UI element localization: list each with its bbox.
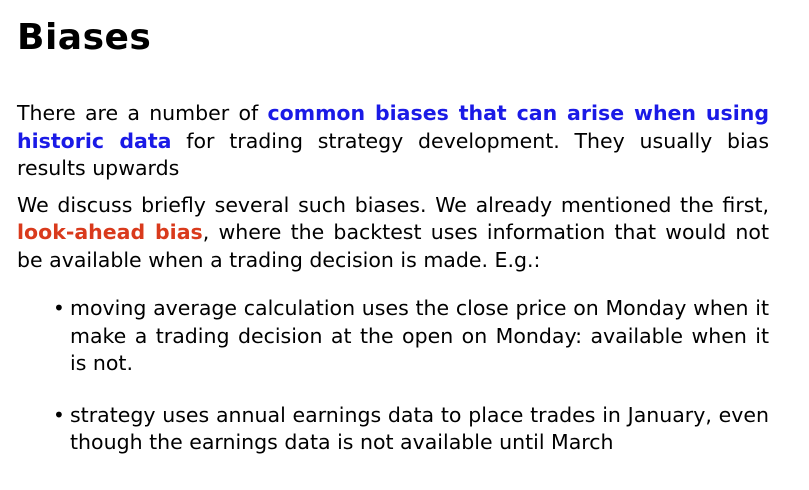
example-list: • moving average calculation uses the cl…: [17, 295, 769, 457]
intro-text-before: There are a number of: [17, 101, 268, 125]
discussion-text-after: , where the backtest uses information th…: [17, 220, 769, 272]
intro-highlight: common biases that can arise when using …: [17, 101, 769, 153]
bullet-icon: •: [53, 402, 65, 427]
list-item-text: strategy uses annual earnings data to pl…: [70, 402, 769, 455]
list-item: • moving average calculation uses the cl…: [17, 295, 769, 378]
intro-paragraph: There are a number of common biases that…: [17, 100, 769, 183]
discussion-text-before: We discuss briefly several such biases. …: [17, 192, 769, 217]
list-item: • strategy uses annual earnings data to …: [17, 402, 769, 457]
list-item-text: moving average calculation uses the clos…: [70, 296, 769, 375]
look-ahead-bias-highlight: look-ahead bias: [17, 220, 203, 244]
slide-title: Biases: [17, 17, 152, 58]
intro-text-after: for trading strategy development. They u…: [17, 128, 769, 181]
discussion-paragraph: We discuss briefly several such biases. …: [17, 192, 769, 275]
bullet-icon: •: [53, 296, 65, 320]
